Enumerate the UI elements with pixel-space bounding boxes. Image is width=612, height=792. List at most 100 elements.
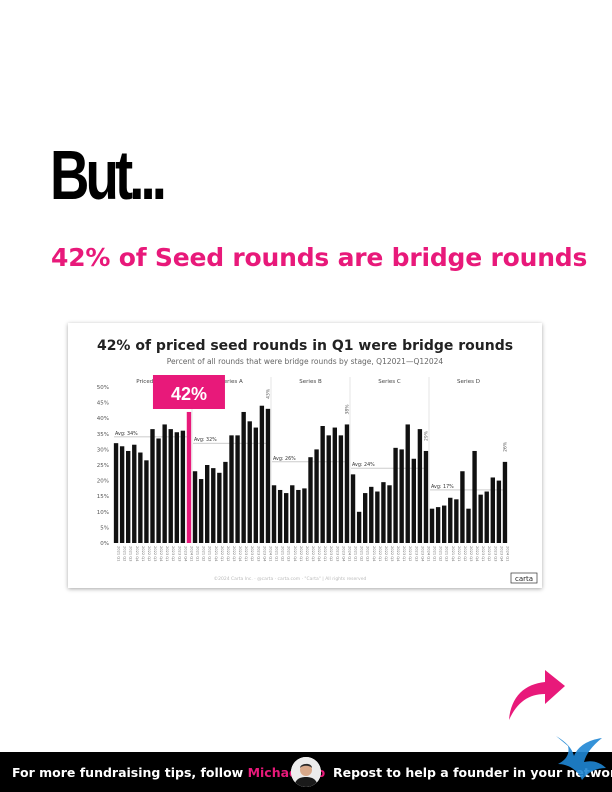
bar bbox=[429, 508, 435, 543]
footer-repost-text: Repost to help a founder in your network bbox=[333, 765, 612, 780]
bar bbox=[247, 421, 252, 543]
x-tick-label: 2021 Q2 bbox=[123, 546, 127, 561]
x-tick-label: 2021 Q1 bbox=[433, 546, 437, 561]
bar bbox=[308, 457, 313, 543]
x-tick-label: 2021 Q1 bbox=[275, 546, 279, 561]
x-tick-label: 2022 Q4 bbox=[396, 546, 400, 562]
y-tick-label: 40% bbox=[97, 416, 109, 422]
x-tick-label: 2022 Q1 bbox=[220, 546, 224, 561]
y-tick-label: 50% bbox=[97, 385, 109, 391]
x-tick-label: 2021 Q4 bbox=[214, 546, 218, 562]
x-tick-label: 2022 Q1 bbox=[457, 546, 461, 561]
x-tick-label: 2022 Q4 bbox=[317, 546, 321, 562]
avg-label: Avg: 24% bbox=[352, 462, 375, 468]
bar bbox=[296, 489, 301, 543]
x-tick-label: 2022 Q1 bbox=[299, 546, 303, 561]
panel-name: Series C bbox=[378, 379, 401, 385]
bar bbox=[314, 449, 319, 543]
bar bbox=[381, 482, 386, 543]
avg-label: Avg: 34% bbox=[115, 431, 138, 437]
carta-logo: carta bbox=[515, 575, 533, 583]
x-tick-label: 2023 Q4 bbox=[341, 546, 345, 562]
y-tick-label: 0% bbox=[100, 541, 109, 547]
y-tick-label: 15% bbox=[97, 494, 109, 500]
x-tick-label: 2022 Q3 bbox=[469, 546, 473, 561]
x-tick-label: 2021 Q4 bbox=[135, 546, 139, 562]
avatar bbox=[291, 757, 321, 787]
bar bbox=[229, 435, 234, 543]
bar bbox=[326, 435, 331, 543]
bar bbox=[168, 429, 173, 543]
x-tick-label: 2023 Q4 bbox=[499, 546, 503, 562]
x-tick-label: 2021 Q4 bbox=[451, 546, 455, 562]
bird-watermark-icon bbox=[556, 736, 606, 780]
y-tick-label: 45% bbox=[97, 401, 109, 407]
footer-follow-text: For more fundraising tips, follow Michae… bbox=[12, 765, 325, 780]
subhead: 42% of Seed rounds are bridge rounds bbox=[51, 243, 588, 272]
x-tick-label: 2024 Q1 bbox=[268, 546, 272, 561]
x-tick-label: 2023 Q2 bbox=[487, 546, 491, 561]
footer-follow-prefix: For more fundraising tips, follow bbox=[12, 765, 248, 780]
bar bbox=[241, 411, 246, 543]
bar bbox=[302, 488, 307, 543]
x-tick-label: 2024 Q1 bbox=[505, 546, 509, 561]
x-tick-label: 2021 Q2 bbox=[202, 546, 206, 561]
bar bbox=[502, 461, 508, 543]
bar bbox=[265, 408, 271, 543]
bar bbox=[162, 424, 167, 543]
x-tick-label: 2021 Q1 bbox=[196, 546, 200, 561]
bar bbox=[150, 429, 155, 543]
panel-name: Priced Seed bbox=[136, 379, 168, 385]
x-tick-label: 2022 Q1 bbox=[141, 546, 145, 561]
bar bbox=[466, 508, 471, 543]
bar bbox=[387, 485, 392, 543]
x-tick-label: 2023 Q3 bbox=[177, 546, 181, 561]
x-tick-label: 2023 Q1 bbox=[165, 546, 169, 561]
bar bbox=[126, 450, 131, 543]
x-tick-label: 2022 Q2 bbox=[463, 546, 467, 561]
carta-logo-box bbox=[510, 572, 538, 584]
bar bbox=[417, 429, 423, 543]
x-tick-label: 2023 Q2 bbox=[171, 546, 175, 561]
bar bbox=[338, 435, 344, 543]
bar bbox=[448, 497, 453, 543]
x-tick-label: 2023 Q1 bbox=[402, 546, 406, 561]
bar bbox=[119, 446, 125, 543]
x-tick-label: 2022 Q3 bbox=[390, 546, 394, 561]
x-tick-label: 2023 Q3 bbox=[335, 546, 339, 561]
x-tick-label: 2021 Q3 bbox=[208, 546, 212, 561]
bar bbox=[259, 405, 265, 543]
bar bbox=[375, 491, 380, 543]
x-tick-label: 2023 Q4 bbox=[420, 546, 424, 562]
bar bbox=[192, 471, 198, 543]
x-tick-label: 2023 Q2 bbox=[329, 546, 333, 561]
bar bbox=[235, 435, 240, 543]
panel-name: Series B bbox=[299, 379, 322, 385]
x-tick-label: 2023 Q1 bbox=[244, 546, 248, 561]
avg-label: Avg: 32% bbox=[194, 437, 217, 443]
share-arrow-icon bbox=[509, 670, 565, 720]
x-tick-label: 2022 Q2 bbox=[305, 546, 309, 561]
bar bbox=[156, 438, 161, 543]
chart-card: 42% of priced seed rounds in Q1 were bri… bbox=[68, 323, 542, 588]
x-tick-label: 2023 Q2 bbox=[250, 546, 254, 561]
callout-box bbox=[152, 375, 225, 409]
bar bbox=[442, 505, 447, 543]
bar bbox=[490, 477, 495, 543]
x-tick-label: 2021 Q3 bbox=[366, 546, 370, 561]
bar bbox=[369, 486, 374, 543]
y-tick-label: 30% bbox=[97, 447, 109, 453]
bar bbox=[253, 427, 258, 543]
x-tick-label: 2021 Q3 bbox=[445, 546, 449, 561]
bar bbox=[186, 411, 192, 543]
bar bbox=[399, 449, 404, 543]
x-tick-label: 2022 Q2 bbox=[147, 546, 151, 561]
x-tick-label: 2022 Q2 bbox=[226, 546, 230, 561]
callout-label: 42% bbox=[171, 384, 207, 404]
bar bbox=[363, 493, 368, 543]
bar bbox=[223, 461, 228, 543]
chart-bars bbox=[113, 405, 508, 543]
x-tick-label: 2021 Q2 bbox=[439, 546, 443, 561]
x-tick-label: 2021 Q1 bbox=[117, 546, 121, 561]
